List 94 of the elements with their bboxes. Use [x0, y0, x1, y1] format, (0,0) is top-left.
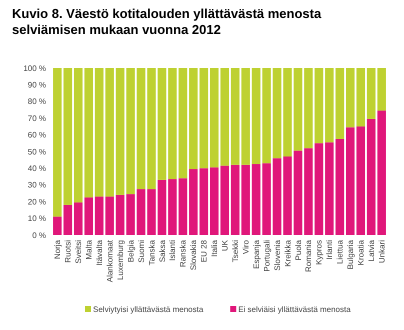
bar: [94, 196, 104, 235]
bar: [64, 204, 72, 235]
bar: [346, 127, 355, 235]
bar: [116, 194, 124, 235]
bar: [262, 68, 271, 164]
x-tick-label: Slovakia: [189, 239, 198, 270]
bar: [200, 168, 208, 235]
bar: [105, 196, 114, 235]
bar: [84, 68, 94, 198]
y-tick-label: 30 %: [28, 180, 46, 190]
x-tick-label: Portugali: [262, 240, 272, 272]
x-tick-label: Liettua: [336, 239, 345, 264]
bar: [325, 142, 334, 235]
x-tick-label: Unkari: [377, 240, 386, 264]
y-tick-label: 90 %: [28, 80, 46, 90]
bar: [189, 169, 198, 235]
legend-label: Selviytyisi yllättävästä menosta: [93, 305, 204, 314]
x-tick-label: Tanska: [147, 239, 156, 266]
x-tick-label: Slovenia: [272, 239, 282, 271]
chart-title: Kuvio 8. Väestö kotitalouden yllättävästä menosta selviämisen mukaan vuonna 2012: [12, 6, 322, 37]
bar: [241, 68, 250, 165]
bar: [356, 68, 366, 126]
bar: [168, 179, 177, 235]
x-tick-label: Islanti: [168, 240, 178, 261]
bar: [366, 68, 376, 119]
x-tick-label: Romania: [304, 239, 314, 272]
bar: [210, 68, 219, 168]
x-tick-label: Belgia: [126, 239, 136, 262]
y-tick-label: 100 %: [23, 64, 46, 73]
y-tick-label: 10 %: [28, 214, 46, 224]
bar: [200, 68, 208, 168]
bar: [220, 166, 230, 235]
x-tick-label: Ruotsi: [64, 240, 73, 263]
bar: [230, 164, 240, 235]
bar: [346, 68, 355, 128]
bar: [241, 164, 250, 235]
bar: [74, 202, 83, 235]
y-tick-label: 80 %: [28, 97, 46, 106]
bar: [168, 68, 177, 180]
x-tick-label: Malta: [84, 239, 94, 260]
bar: [377, 68, 386, 111]
x-tick-label: Saksa: [158, 239, 167, 262]
bar: [74, 68, 83, 202]
bar: [252, 164, 260, 235]
x-tick-label: Suomi: [136, 240, 146, 263]
bar: [314, 68, 324, 144]
bar: [178, 178, 188, 235]
x-tick-label: Viro: [241, 239, 250, 254]
y-tick-label: 60 %: [28, 130, 46, 140]
x-tick-label: EU 28: [200, 239, 209, 262]
bar: [220, 68, 230, 166]
bar: [53, 216, 62, 235]
x-tick-label: Tsekki: [230, 240, 240, 262]
bar: [53, 68, 62, 217]
bar: [336, 68, 344, 139]
x-tick-label: Italia: [210, 239, 220, 257]
x-tick-label: Espanja: [252, 239, 261, 269]
bar: [356, 126, 366, 235]
legend-label: Ei selviäisi yllättävästä menosta: [238, 305, 352, 314]
bar: [116, 68, 124, 195]
bar: [252, 68, 260, 164]
x-tick-label: Alankomaat: [105, 239, 114, 282]
bar: [189, 68, 198, 170]
bar: [105, 68, 114, 197]
x-tick-label: Ranska: [178, 239, 188, 268]
y-tick-label: 20 %: [28, 197, 46, 206]
bar: [336, 138, 344, 235]
bar: [210, 167, 219, 235]
x-tick-label: Itävalta: [94, 239, 104, 266]
bar: [377, 110, 386, 235]
x-tick-label: Kroatia: [356, 239, 366, 266]
bar: [366, 118, 376, 235]
y-tick-label: 70 %: [28, 114, 46, 123]
bar: [94, 68, 104, 197]
bar: [325, 68, 334, 142]
y-tick-label: 0 %: [32, 230, 46, 240]
bar: [314, 143, 324, 235]
x-tick-label: Kypros: [314, 240, 324, 265]
x-tick-label: Bulgaria: [346, 239, 356, 270]
x-tick-label: Luxemburg: [116, 240, 125, 280]
bar: [84, 197, 94, 235]
x-tick-label: UK: [220, 239, 230, 252]
x-tick-label: Kreikka: [283, 239, 292, 267]
x-tick-label: Irlanti: [325, 240, 334, 260]
x-tick-label: Puola: [294, 239, 303, 260]
x-tick-label: Norja: [53, 239, 62, 260]
y-tick-label: 40 %: [28, 164, 46, 173]
bar: [262, 163, 271, 235]
x-tick-label: Latvia: [367, 239, 376, 262]
bar: [178, 68, 188, 178]
bar: [64, 68, 72, 205]
x-tick-label: Sveitsi: [74, 240, 84, 264]
bar: [230, 68, 240, 165]
y-tick-label: 50 %: [28, 147, 46, 156]
